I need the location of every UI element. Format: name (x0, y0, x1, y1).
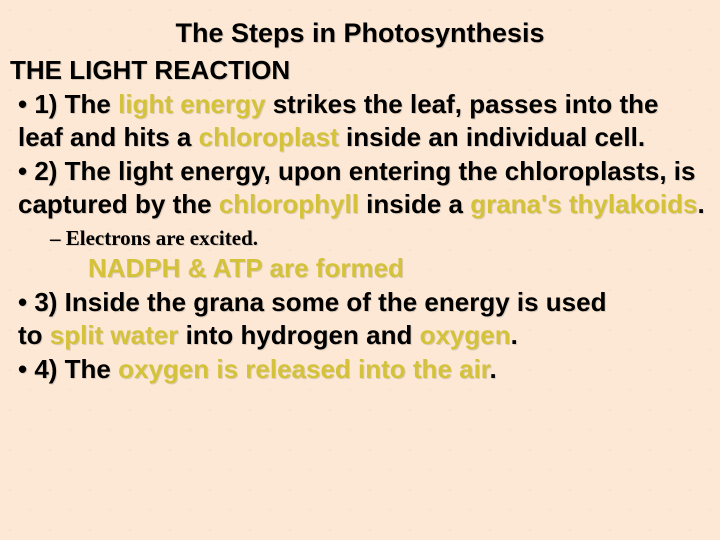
step-4-pre: • 4) The (18, 354, 118, 384)
step-1: • 1) The light energy strikes the leaf, … (10, 88, 710, 153)
keyword-light-energy: light energy (118, 89, 265, 119)
keyword-split-water: split water (50, 320, 179, 350)
step-2-mid: inside a (359, 189, 470, 219)
nadph-atp-line: NADPH & ATP are formed (10, 253, 710, 284)
keyword-chlorophyll: chlorophyll (219, 189, 359, 219)
step-2: • 2) The light energy, upon entering the… (10, 155, 710, 220)
keyword-chloroplast: chloroplast (199, 122, 339, 152)
step-1-post: inside an individual cell. (339, 122, 645, 152)
slide-title: The Steps in Photosynthesis (10, 18, 710, 49)
step-4: • 4) The oxygen is released into the air… (10, 353, 710, 386)
section-heading: THE LIGHT REACTION (10, 55, 710, 86)
keyword-oxygen-released: oxygen is released into the air (118, 354, 489, 384)
step-4-post: . (490, 354, 497, 384)
step-3-mid: into hydrogen and (178, 320, 419, 350)
step-3: • 3) Inside the grana some of the energy… (10, 286, 710, 351)
keyword-oxygen: oxygen (420, 320, 511, 350)
step-2-post: . (697, 189, 704, 219)
sub-electrons: – Electrons are excited. (10, 226, 710, 251)
step-3-post: . (511, 320, 518, 350)
step-1-pre: • 1) The (18, 89, 118, 119)
keyword-nadph-atp: NADPH & ATP are formed (88, 253, 404, 283)
keyword-grana-thylakoids: grana's thylakoids (470, 189, 697, 219)
